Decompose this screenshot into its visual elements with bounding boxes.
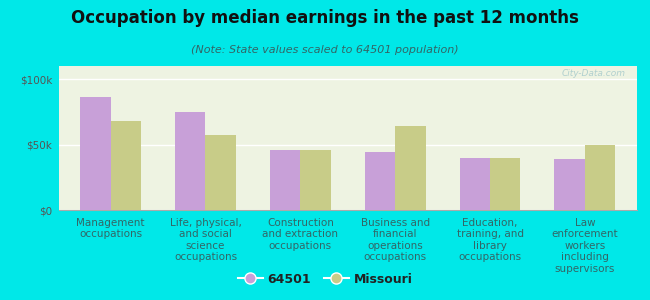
Text: City-Data.com: City-Data.com <box>562 69 625 78</box>
Bar <box>270 150 300 210</box>
Bar <box>205 135 236 210</box>
Bar <box>300 150 331 210</box>
Bar <box>365 152 395 210</box>
Bar <box>395 126 426 210</box>
Bar <box>81 98 110 210</box>
Bar <box>460 158 490 210</box>
Bar <box>175 112 205 210</box>
Bar <box>490 158 521 210</box>
Text: (Note: State values scaled to 64501 population): (Note: State values scaled to 64501 popu… <box>191 45 459 55</box>
Text: Occupation by median earnings in the past 12 months: Occupation by median earnings in the pas… <box>71 9 579 27</box>
Legend: 64501, Missouri: 64501, Missouri <box>233 268 417 291</box>
Bar <box>554 159 585 210</box>
Bar <box>111 121 141 210</box>
Bar <box>585 145 615 210</box>
